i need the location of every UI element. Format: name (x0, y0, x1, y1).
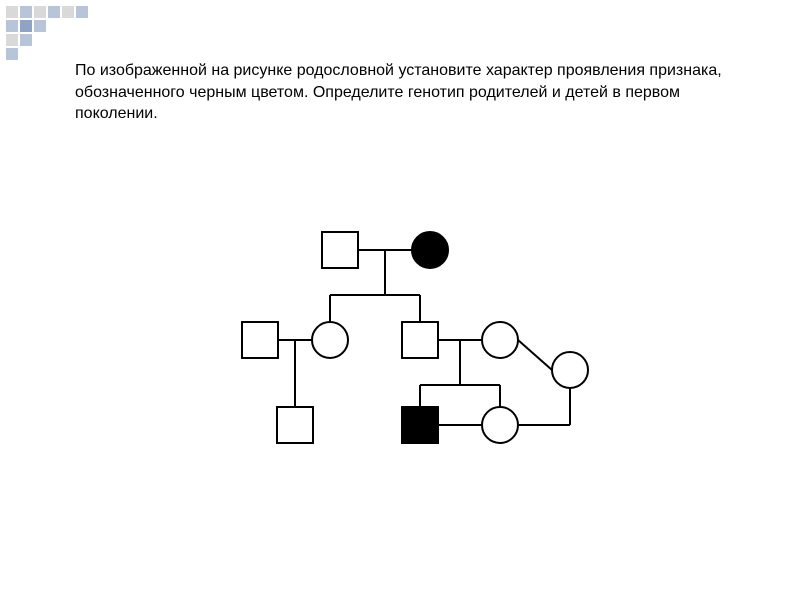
pedigree-node-g3c3 (482, 407, 518, 443)
pedigree-node-g2d1 (312, 322, 348, 358)
pedigree-chart (220, 220, 620, 480)
pedigree-node-g3c2 (402, 407, 438, 443)
pedigree-node-g3c1 (277, 407, 313, 443)
pedigree-node-g1m (322, 232, 358, 268)
pedigree-node-g2s1 (402, 322, 438, 358)
pedigree-node-g3w (552, 352, 588, 388)
pedigree-svg (220, 220, 620, 480)
question-text: По изображенной на рисунке родословной у… (75, 60, 735, 125)
pedigree-node-g2w1 (482, 322, 518, 358)
decoration-svg (6, 6, 96, 66)
pedigree-node-g2h1 (242, 322, 278, 358)
pedigree-node-g1f (412, 232, 448, 268)
